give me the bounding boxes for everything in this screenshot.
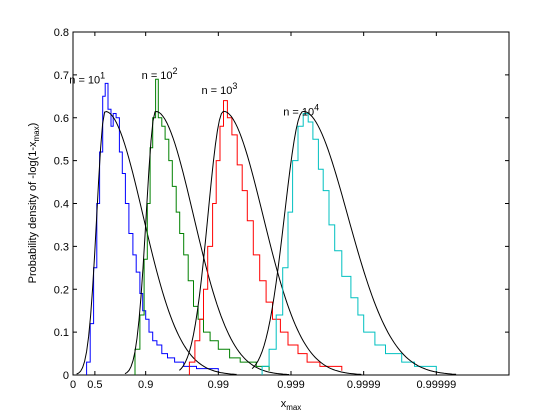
fit-curve-1 [76, 110, 237, 375]
histogram-series-2 [134, 78, 270, 375]
y-tick-label: 0.7 [54, 70, 69, 82]
x-tick-label: 0.5 [87, 379, 102, 391]
x-axis-label: xmax [281, 398, 302, 412]
series-layer [76, 78, 457, 375]
histogram-series-3 [188, 100, 343, 375]
y-tick-label: 0.3 [54, 241, 69, 253]
y-tick-label: 0.2 [54, 284, 69, 296]
y-axis-label: Probability density of -log(1-xmax) [27, 123, 41, 284]
y-tick-label: 0.1 [54, 327, 69, 339]
fit-curve-3 [179, 110, 362, 375]
x-tick-label: 0.999 [277, 379, 305, 391]
series-label-4: n = 104 [283, 103, 319, 119]
x-tick-label: 0.9 [138, 379, 153, 391]
y-tick-label: 0.6 [54, 113, 69, 125]
y-tick-label: 0.4 [54, 199, 69, 211]
series-label-layer: n = 101 n = 102 n = 103 n = 104 [69, 66, 319, 118]
x-tick-label: 0.99 [208, 379, 229, 391]
y-tick-label: 0 [63, 370, 69, 382]
histogram-series-4 [261, 113, 437, 375]
y-tick-label: 0.5 [54, 156, 69, 168]
y-axis: 0 0.1 0.2 0.3 0.4 0.5 0.6 0.7 0.8 [54, 27, 509, 382]
y-tick-label: 0.8 [54, 27, 69, 39]
x-axis: 0 0.5 0.9 0.99 0.999 0.9999 0.99999 [70, 32, 456, 391]
series-label-2: n = 102 [142, 66, 178, 82]
x-tick-label: 0.99999 [416, 379, 456, 391]
fit-curve-4 [251, 110, 457, 375]
histogram-series-1 [86, 82, 219, 375]
series-label-1: n = 101 [69, 70, 105, 86]
x-tick-label: 0.9999 [347, 379, 381, 391]
series-label-3: n = 103 [202, 81, 238, 97]
x-tick-label: 0 [70, 379, 76, 391]
